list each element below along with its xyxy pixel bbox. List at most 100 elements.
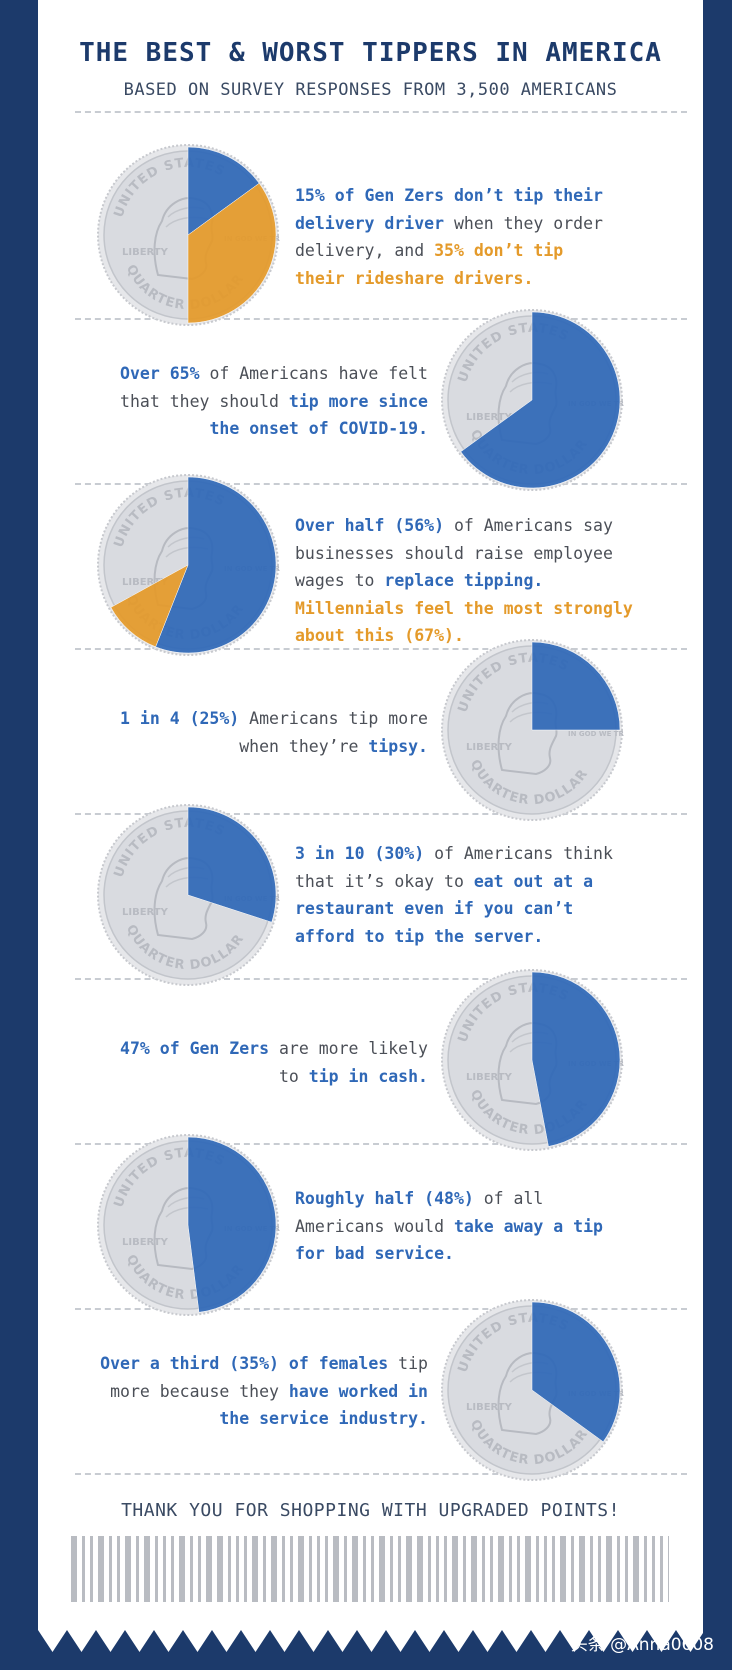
stat-text-part: when they order delivery, and: [295, 213, 603, 261]
barcode-bar: [125, 1536, 131, 1602]
coin-text-liberty: LIBERTY: [122, 907, 169, 918]
dashed-divider: [75, 318, 687, 320]
stat-text-part: Over 65%: [120, 364, 200, 383]
barcode-bar: [98, 1536, 104, 1602]
dashed-divider: [75, 1308, 687, 1310]
pie-slice: [531, 1301, 621, 1443]
barcode-bar: [463, 1536, 466, 1602]
stat-text-part: 1 in 4 (25%): [120, 709, 240, 728]
coin-text-liberty: LIBERTY: [122, 577, 169, 588]
pie-slice: [531, 641, 621, 731]
barcode-bar: [163, 1536, 166, 1602]
barcode-bar: [606, 1536, 612, 1602]
stat-text-part: tipsy.: [368, 736, 428, 756]
barcode-bar: [625, 1536, 628, 1602]
barcode-bar: [428, 1536, 431, 1602]
dashed-divider: [75, 813, 687, 815]
stat-text-part: of Americans think that it’s okay to: [295, 844, 613, 891]
barcode-bar: [244, 1536, 247, 1602]
pie-slice: [187, 806, 277, 923]
barcode-bar: [155, 1536, 158, 1602]
barcode-bar: [509, 1536, 512, 1602]
stat-text-part: replace tipping.: [384, 571, 544, 590]
stat-text-part: Roughly half (48%): [295, 1189, 474, 1208]
dashed-divider: [75, 1143, 687, 1145]
barcode-bar: [590, 1536, 593, 1602]
page-subtitle: BASED ON SURVEY RESPONSES FROM 3,500 AME…: [123, 80, 618, 100]
dashed-divider: [75, 1473, 687, 1475]
stat-text: Over half (56%) of Americans say busines…: [295, 512, 655, 650]
barcode-bar: [179, 1536, 185, 1602]
stat-text: 15% of Gen Zers don’t tip their delivery…: [295, 182, 615, 292]
barcode-bar: [217, 1536, 223, 1602]
barcode-bar: [560, 1536, 566, 1602]
barcode-bar: [271, 1536, 277, 1602]
pie-slice: [460, 311, 621, 489]
barcode-bar: [517, 1536, 520, 1602]
stat-text: Over a third (35%) of females tip more b…: [98, 1350, 428, 1433]
stat-text-part: 15% of Gen Zers don’t tip their delivery…: [295, 186, 603, 233]
barcode-bar: [471, 1536, 477, 1602]
barcode-bar: [444, 1536, 447, 1602]
coin-text-liberty: LIBERTY: [466, 412, 513, 423]
pie-slice: [187, 182, 277, 324]
stat-text: Roughly half (48%) of all Americans woul…: [295, 1185, 615, 1268]
receipt: THE BEST & WORST TIPPERS IN AMERICA BASE…: [38, 0, 703, 1670]
stat-text-part: tip more because they: [110, 1354, 428, 1401]
barcode-bar: [317, 1536, 320, 1602]
barcode-bar: [198, 1536, 201, 1602]
coin-text-liberty: LIBERTY: [122, 247, 169, 258]
barcode-bar: [498, 1536, 504, 1602]
barcode-bar: [371, 1536, 374, 1602]
barcode-bar: [579, 1536, 585, 1602]
barcode-bar: [490, 1536, 493, 1602]
barcode-bar: [436, 1536, 439, 1602]
stat-text-part: of all Americans would: [295, 1189, 544, 1236]
barcode-bar: [644, 1536, 647, 1602]
stat-text-part: Americans tip more when they’re: [239, 709, 428, 756]
barcode-bar: [333, 1536, 339, 1602]
stat-text-part: 35% don’t tip their rideshare drivers.: [295, 241, 564, 288]
coin-text-trust: IN GOD WE TRUST: [568, 730, 624, 738]
zigzag-edge: [38, 1630, 703, 1670]
barcode-bar: [344, 1536, 347, 1602]
coin-text-liberty: LIBERTY: [466, 742, 513, 753]
stat-text: 47% of Gen Zers are more likely to tip i…: [98, 1035, 428, 1090]
pie-slice: [110, 564, 189, 648]
stat-text-part: of Americans have felt that they should: [120, 364, 428, 411]
barcode-bar: [236, 1536, 239, 1602]
barcode-bar: [309, 1536, 312, 1602]
dashed-divider: [75, 483, 687, 485]
barcode-bar: [525, 1536, 531, 1602]
stat-text-part: tip in cash.: [308, 1066, 428, 1086]
stat-text-part: Over half (56%): [295, 516, 445, 535]
barcode-bar: [117, 1536, 120, 1602]
barcode-bar: [406, 1536, 412, 1602]
barcode-bar: [571, 1536, 574, 1602]
barcode-bar: [325, 1536, 328, 1602]
page-title: THE BEST & WORST TIPPERS IN AMERICA: [79, 38, 662, 68]
pie-slice: [187, 146, 260, 236]
barcode-bar: [263, 1536, 266, 1602]
barcode-bar: [482, 1536, 485, 1602]
stat-text: 1 in 4 (25%) Americans tip more when the…: [98, 705, 428, 760]
barcode-bar: [206, 1536, 212, 1602]
barcode-bar: [90, 1536, 93, 1602]
stat-text-part: are more likely to: [269, 1039, 428, 1086]
coin-text-liberty: LIBERTY: [466, 1072, 513, 1083]
barcode-bar: [668, 1536, 669, 1602]
dashed-divider: [75, 111, 687, 113]
